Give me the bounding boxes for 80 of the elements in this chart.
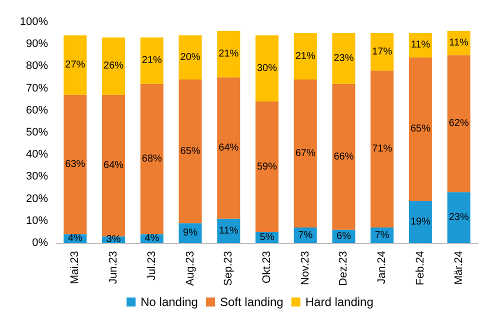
- data-label: 7%: [298, 230, 313, 241]
- data-label: 59%: [256, 161, 278, 172]
- legend-label: Hard landing: [305, 295, 374, 309]
- x-tick-label: Feb.24: [414, 251, 426, 286]
- data-label: 4%: [68, 233, 83, 244]
- bar: [370, 70, 394, 228]
- y-tick-label: 40%: [26, 148, 48, 161]
- data-label: 65%: [410, 124, 431, 135]
- data-label: 67%: [295, 148, 316, 159]
- bar: [255, 35, 279, 102]
- y-tick-label: 100%: [20, 16, 48, 28]
- y-tick-label: 10%: [26, 214, 48, 227]
- bar: [370, 33, 394, 71]
- data-label: 9%: [183, 228, 198, 239]
- data-label: 5%: [260, 232, 274, 243]
- bar: [408, 57, 432, 202]
- x-tick-label: Okt.23: [261, 251, 273, 284]
- bar: [64, 94, 87, 234]
- data-label: 11%: [218, 225, 238, 236]
- data-label: 63%: [65, 159, 86, 170]
- bar: [447, 192, 470, 243]
- data-label: 20%: [180, 52, 200, 63]
- data-label: 68%: [142, 154, 162, 165]
- data-label: 65%: [180, 146, 200, 157]
- bar: [255, 102, 279, 232]
- data-label: 21%: [142, 55, 162, 66]
- bar: [140, 37, 164, 84]
- x-tick-label: Sep.23: [222, 251, 235, 286]
- bar: [447, 55, 470, 192]
- x-tick-label: Jul.23: [146, 251, 158, 280]
- data-label: 21%: [218, 48, 239, 60]
- bar: [102, 94, 126, 236]
- x-tick-label: Aug.23: [184, 251, 196, 286]
- data-label: 4%: [144, 233, 160, 244]
- data-label: 7%: [374, 230, 390, 241]
- data-label: 23%: [334, 52, 354, 64]
- x-tick-label: Jan.24: [376, 251, 388, 284]
- y-tick-label: 0%: [32, 237, 48, 249]
- bar: [140, 84, 164, 234]
- bar: [294, 33, 317, 80]
- bar: [332, 84, 356, 230]
- x-tick-label: Jun.23: [108, 251, 120, 284]
- data-label: 62%: [448, 118, 469, 130]
- data-label: 66%: [334, 151, 354, 162]
- data-label: 64%: [104, 160, 124, 172]
- data-label: 19%: [410, 216, 431, 228]
- data-label: 26%: [104, 60, 124, 72]
- bar: [64, 35, 87, 95]
- y-tick-label: 30%: [26, 170, 48, 183]
- y-tick-label: 50%: [26, 126, 48, 138]
- bar: [178, 35, 202, 80]
- data-label: 11%: [410, 40, 430, 51]
- data-label: 17%: [372, 46, 392, 58]
- legend-label: No landing: [140, 295, 198, 309]
- data-label: 71%: [372, 144, 392, 155]
- data-label: 27%: [65, 60, 86, 71]
- bar: [294, 79, 317, 228]
- data-label: 23%: [448, 212, 469, 224]
- data-label: 11%: [449, 37, 469, 48]
- bar: [102, 37, 126, 95]
- bar: [217, 30, 240, 78]
- x-tick-label: Mär.24: [452, 251, 465, 285]
- data-label: 3%: [106, 234, 121, 246]
- bar: [408, 201, 432, 243]
- data-label: 64%: [218, 142, 239, 154]
- data-label: 21%: [295, 50, 316, 62]
- bar: [178, 79, 202, 224]
- legend-label: Soft landing: [220, 295, 284, 309]
- y-tick-label: 90%: [26, 38, 48, 50]
- data-label: 6%: [336, 230, 352, 242]
- y-tick-label: 80%: [26, 60, 48, 72]
- x-tick-label: Nov.23: [299, 251, 312, 286]
- x-tick-label: Dez.23: [338, 251, 350, 286]
- bar: [217, 77, 240, 219]
- y-tick-label: 60%: [26, 104, 48, 116]
- x-tick-label: Mai.23: [69, 251, 82, 284]
- y-tick-label: 20%: [26, 192, 48, 205]
- y-tick-label: 70%: [26, 82, 48, 94]
- data-label: 30%: [256, 62, 278, 74]
- bar: [332, 33, 356, 84]
